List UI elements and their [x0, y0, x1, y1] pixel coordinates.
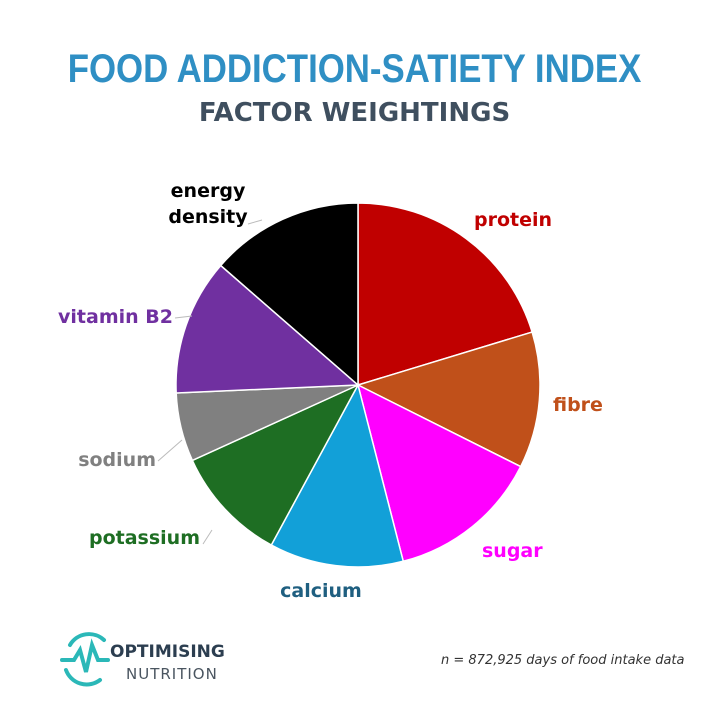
slice-label-potassium: potassium — [89, 527, 200, 549]
sample-size-note: n = 872,925 days of food intake data — [441, 653, 685, 668]
slice-label-calcium: calcium — [280, 580, 362, 602]
leader-line-energy-density — [247, 219, 263, 225]
pie-slice-sugar — [356, 383, 522, 563]
chart-subtitle: FACTOR WEIGHTINGS — [198, 98, 511, 128]
pie-slice-calcium — [270, 382, 405, 568]
slice-label-sodium: sodium — [78, 449, 156, 471]
slice-label-sugar: sugar — [482, 540, 543, 562]
leader-line-potassium — [202, 529, 213, 545]
leader-line-vitamin-b2 — [174, 315, 193, 319]
pie-slice-fibre — [355, 331, 541, 468]
pie-slice-energy-density — [219, 202, 359, 387]
slice-label-vitamin-b2: vitamin B2 — [58, 306, 173, 328]
slice-label-fibre: fibre — [553, 394, 603, 416]
pie-slice-potassium — [191, 383, 360, 547]
pie-slice-vitamin-b2 — [175, 264, 360, 394]
slice-label-energy-density: energy density — [168, 180, 248, 228]
logo-text-optimising: OPTIMISING — [110, 642, 225, 662]
chart-title: FOOD ADDICTION-SATIETY INDEX — [67, 47, 642, 91]
slice-label-protein: protein — [474, 209, 552, 231]
logo-text-nutrition: NUTRITION — [126, 665, 218, 683]
pie-slice-protein — [357, 202, 534, 387]
leader-line-sodium — [157, 439, 183, 462]
